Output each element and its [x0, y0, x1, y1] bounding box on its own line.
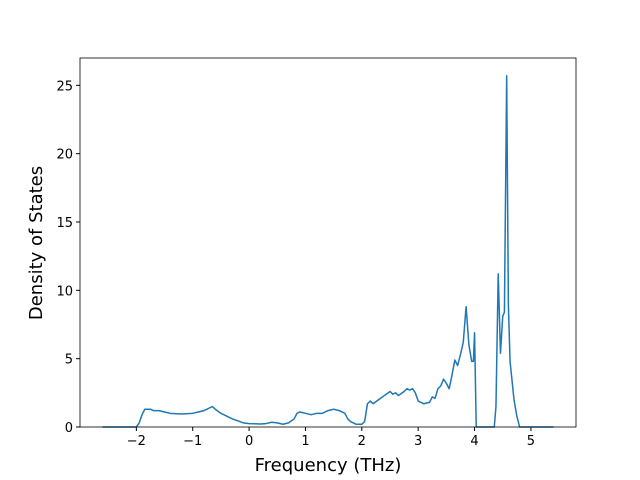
x-tick-label: 5 — [527, 434, 535, 449]
x-tick-label: 1 — [301, 434, 309, 449]
y-axis-label: Density of States — [26, 166, 47, 320]
x-tick-label: −2 — [127, 434, 146, 449]
line — [102, 75, 554, 428]
x-tick-label: 0 — [245, 434, 253, 449]
y-tick-label: 5 — [65, 353, 73, 368]
y-tick-label: 20 — [56, 148, 73, 163]
x-tick-label: 4 — [470, 434, 478, 449]
y-tick-label: 10 — [56, 284, 73, 299]
plot-frame — [79, 57, 577, 428]
x-tick-label: 3 — [414, 434, 422, 449]
y-tick-label: 0 — [65, 421, 73, 436]
x-tick-label: 2 — [358, 434, 366, 449]
x-tick-label: −1 — [183, 434, 202, 449]
y-tick-label: 15 — [56, 216, 73, 231]
x-axis-label: Frequency (THz) — [255, 455, 402, 476]
y-tick-label: 25 — [56, 79, 73, 94]
